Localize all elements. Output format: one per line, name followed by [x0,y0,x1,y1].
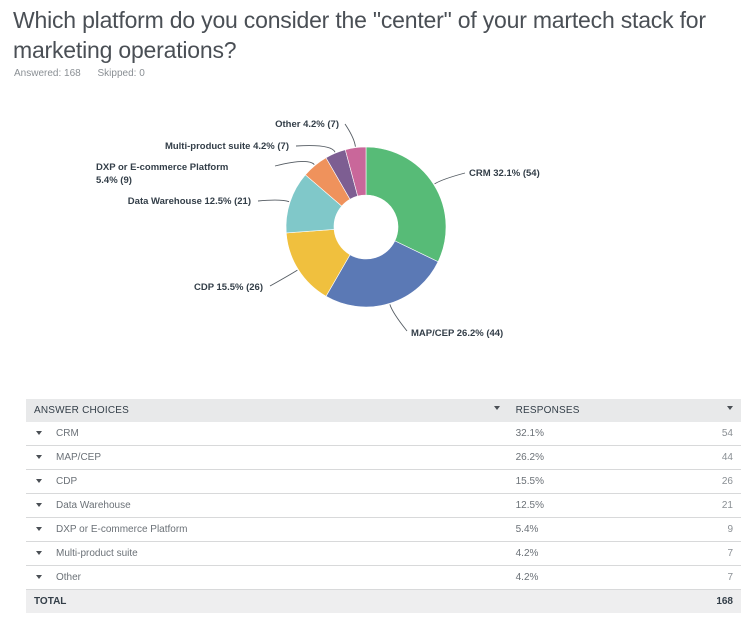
choice-cell: Multi-product suite [26,541,508,566]
responses-header[interactable]: RESPONSES [507,399,741,422]
data-label-crm: CRM 32.1% (54) [469,168,540,179]
table-row: MAP/CEP 26.2% 44 [26,445,741,470]
count-cell: 54 [708,422,741,446]
skipped-count: Skipped: 0 [97,68,145,79]
data-label-multi-product-suite: Multi-product suite 4.2% (7) [165,141,289,152]
slice-crm[interactable] [365,146,447,263]
leader-line-map-cep [389,304,408,332]
percent-cell: 4.2% [507,541,709,566]
count-cell: 7 [708,565,741,590]
leader-line-dxp-or-e-commerce-platform [274,161,315,167]
responses-table: ANSWER CHOICES RESPONSES CRM 32.1% 54 MAP/… [26,399,741,613]
choice-cell: Data Warehouse [26,493,508,518]
count-cell: 44 [708,445,741,470]
leader-line-other [344,123,356,147]
choice-cell: Other [26,565,508,590]
expand-caret-icon[interactable] [36,431,42,436]
data-label-cdp: CDP 15.5% (26) [194,282,263,293]
data-label-dxp-or-e-commerce-platform: DXP or E-commerce Platform 5.4% (9) [96,162,228,186]
answered-count: Answered: 168 [14,68,81,79]
question-title: Which platform do you consider the "cent… [13,7,706,63]
sort-caret-icon[interactable] [493,406,500,410]
percent-cell: 26.2% [507,445,709,470]
choice-cell: CRM [26,422,508,446]
data-label-other: Other 4.2% (7) [275,119,339,130]
response-stats: Answered: 168 Skipped: 0 [14,68,159,79]
leader-line-crm [434,172,466,185]
count-cell: 21 [708,493,741,518]
total-label: TOTAL [26,589,508,613]
leader-line-data-warehouse [257,199,290,203]
total-row: TOTAL 168 [26,589,741,613]
table-row: Data Warehouse 12.5% 21 [26,493,741,518]
choice-cell: DXP or E-commerce Platform [26,517,508,542]
table-row: CRM 32.1% 54 [26,422,741,446]
table-row: Other 4.2% 7 [26,565,741,590]
answer-choices-header[interactable]: ANSWER CHOICES [26,399,508,422]
percent-cell: 5.4% [507,517,709,542]
table-row: Multi-product suite 4.2% 7 [26,541,741,566]
leader-line-cdp [269,269,298,287]
percent-cell: 12.5% [507,493,709,518]
expand-caret-icon[interactable] [36,551,42,556]
expand-caret-icon[interactable] [36,575,42,580]
leader-line-multi-product-suite [295,145,336,153]
slice-map-cep[interactable] [325,240,439,308]
percent-cell: 4.2% [507,565,709,590]
table-header-row: ANSWER CHOICES RESPONSES [26,399,741,422]
table-row: DXP or E-commerce Platform 5.4% 9 [26,517,741,542]
percent-cell: 15.5% [507,469,709,494]
choice-cell: CDP [26,469,508,494]
expand-caret-icon[interactable] [36,479,42,484]
table-row: CDP 15.5% 26 [26,469,741,494]
expand-caret-icon[interactable] [36,503,42,508]
count-cell: 26 [708,469,741,494]
count-cell: 7 [708,541,741,566]
slice-other[interactable] [344,146,367,197]
percent-cell: 32.1% [507,422,709,446]
choice-cell: MAP/CEP [26,445,508,470]
expand-caret-icon[interactable] [36,455,42,460]
donut-chart: CRM 32.1% (54) MAP/CEP 26.2% (44) CDP 15.5… [96,119,540,339]
expand-caret-icon[interactable] [36,527,42,532]
count-cell: 9 [708,517,741,542]
total-count: 168 [708,589,741,613]
sort-caret-icon[interactable] [727,406,733,410]
data-label-map-cep: MAP/CEP 26.2% (44) [411,328,503,339]
data-label-data-warehouse: Data Warehouse 12.5% (21) [128,196,251,207]
